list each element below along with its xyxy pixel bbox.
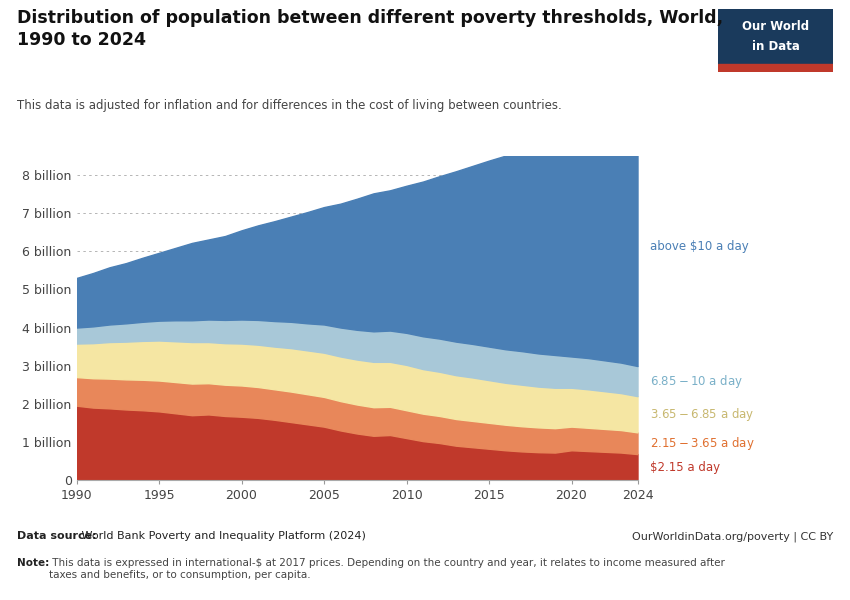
Text: Our World: Our World bbox=[742, 20, 809, 33]
Text: $2.15-$3.65 a day: $2.15-$3.65 a day bbox=[650, 435, 755, 452]
Text: $6.85-$10 a day: $6.85-$10 a day bbox=[650, 373, 744, 389]
Text: This data is expressed in international-$ at 2017 prices. Depending on the count: This data is expressed in international-… bbox=[49, 558, 725, 580]
Text: in Data: in Data bbox=[751, 40, 800, 53]
Text: $2.15 a day: $2.15 a day bbox=[650, 461, 720, 473]
Text: This data is adjusted for inflation and for differences in the cost of living be: This data is adjusted for inflation and … bbox=[17, 99, 562, 112]
Text: Data source:: Data source: bbox=[17, 531, 97, 541]
Text: above $10 a day: above $10 a day bbox=[650, 240, 749, 253]
Text: $3.65-$6.85 a day: $3.65-$6.85 a day bbox=[650, 406, 755, 423]
Text: World Bank Poverty and Inequality Platform (2024): World Bank Poverty and Inequality Platfo… bbox=[78, 531, 366, 541]
Text: Note:: Note: bbox=[17, 558, 49, 568]
Bar bbox=[718, 64, 833, 72]
Text: OurWorldinData.org/poverty | CC BY: OurWorldinData.org/poverty | CC BY bbox=[632, 531, 833, 541]
Text: Distribution of population between different poverty thresholds, World,
1990 to : Distribution of population between diffe… bbox=[17, 9, 723, 49]
